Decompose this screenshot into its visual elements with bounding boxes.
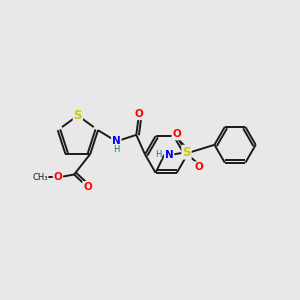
Text: CH₃: CH₃ (32, 173, 48, 182)
Text: O: O (195, 162, 203, 172)
Text: O: O (83, 182, 92, 192)
Text: O: O (172, 130, 181, 140)
Text: H: H (113, 145, 119, 154)
Text: S: S (182, 146, 191, 159)
Text: O: O (54, 172, 62, 182)
Text: N: N (112, 136, 121, 146)
Text: H: H (155, 150, 161, 159)
Text: S: S (74, 109, 82, 122)
Text: N: N (165, 149, 173, 160)
Text: O: O (134, 109, 143, 119)
